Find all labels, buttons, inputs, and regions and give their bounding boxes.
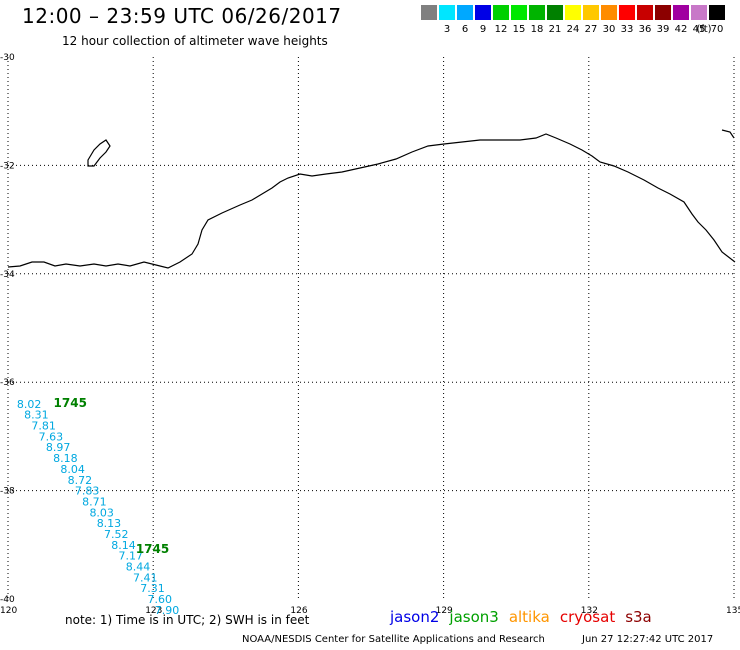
map-subtitle: 12 hour collection of altimeter wave hei… <box>62 34 328 48</box>
map-title: 12:00 – 23:59 UTC 06/26/2017 <box>22 4 342 28</box>
swh-value: 8.71 <box>82 495 107 508</box>
swh-value: 8.18 <box>53 452 78 465</box>
scale-unit-label: (ft) <box>696 24 712 35</box>
scale-swatch <box>619 5 635 20</box>
swh-value: 7.81 <box>31 420 56 433</box>
kangaroo-island <box>87 139 111 167</box>
scale-label: 18 <box>530 24 544 35</box>
swh-value: 8.03 <box>89 506 114 519</box>
lat-tick-label: -30 <box>0 53 15 63</box>
scale-swatch <box>475 5 491 20</box>
scale-label: 45 <box>692 24 706 35</box>
swh-value: 8.44 <box>126 560 150 573</box>
scale-swatch <box>439 5 455 20</box>
scale-swatch <box>583 5 599 20</box>
swh-value: 7.60 <box>148 593 173 606</box>
scale-label: 6 <box>461 24 469 35</box>
scale-label: 21 <box>548 24 562 35</box>
lat-tick-label: -32 <box>0 161 15 171</box>
scale-label: 12 <box>494 24 508 35</box>
scale-swatch <box>421 5 437 20</box>
swh-value: 7.83 <box>75 485 100 498</box>
generation-timestamp: Jun 27 12:27:42 UTC 2017 <box>582 634 714 645</box>
lat-tick-label: -40 <box>0 595 15 605</box>
scale-label: 27 <box>584 24 598 35</box>
satellite-legend: jason2 jason3 altika cryosat s3a <box>390 608 662 626</box>
scale-label: 3 <box>443 24 451 35</box>
satellite-jason2: jason2 <box>390 608 440 626</box>
scale-label: 33 <box>620 24 634 35</box>
scale-label: 24 <box>566 24 580 35</box>
scale-swatch <box>565 5 581 20</box>
swh-value: 8.02 <box>17 398 42 411</box>
swh-value: 7.41 <box>133 571 158 584</box>
scale-swatch <box>655 5 671 20</box>
satellite-jason3: jason3 <box>449 608 499 626</box>
lat-tick-label: -38 <box>0 487 15 497</box>
scale-label: 70 <box>710 24 724 35</box>
credit-line: NOAA/NESDIS Center for Satellite Applica… <box>242 634 545 645</box>
satellite-s3a: s3a <box>625 608 652 626</box>
pass-time-label: 1745 <box>136 542 169 556</box>
lat-tick-label: -34 <box>0 270 15 280</box>
swh-value: 7.17 <box>118 550 143 563</box>
swh-value: 8.72 <box>68 474 93 487</box>
observation-track: 8.028.317.817.638.978.188.048.727.838.71… <box>17 396 179 617</box>
swh-value: 8.14 <box>111 539 136 552</box>
scale-swatch <box>691 5 707 20</box>
scale-swatch <box>511 5 527 20</box>
swh-value: 8.13 <box>97 517 122 530</box>
scale-label: 9 <box>479 24 487 35</box>
scale-swatch <box>529 5 545 20</box>
swh-value: 7.31 <box>140 582 165 595</box>
scale-label: 36 <box>638 24 652 35</box>
scale-swatch <box>709 5 725 20</box>
scale-swatch <box>637 5 653 20</box>
swh-value: 7.63 <box>39 430 64 443</box>
scale-swatch <box>547 5 563 20</box>
scale-swatch <box>493 5 509 20</box>
scale-swatch <box>601 5 617 20</box>
lat-lon-grid: 120 123 126 129 132 135 -30 -32 -34 -36 -38 -40 <box>0 53 740 616</box>
scale-swatch <box>457 5 473 20</box>
scale-label: 15 <box>512 24 526 35</box>
scale-swatch <box>673 5 689 20</box>
lon-tick-label: 120 <box>0 606 17 616</box>
swh-value: 8.31 <box>24 409 48 422</box>
lon-tick-label: 123 <box>145 606 162 616</box>
scale-label: 30 <box>602 24 616 35</box>
swh-value: 7.90 <box>155 604 180 617</box>
scale-label: 42 <box>674 24 688 35</box>
scale-label: 39 <box>656 24 670 35</box>
lon-tick-label: 135 <box>726 606 740 616</box>
australian-coastline <box>7 133 736 269</box>
swh-value: 8.97 <box>46 441 71 454</box>
lon-tick-label: 126 <box>290 606 307 616</box>
swh-value: 7.52 <box>104 528 128 541</box>
satellite-cryosat: cryosat <box>559 608 616 626</box>
satellite-altika: altika <box>508 608 550 626</box>
swh-value: 8.04 <box>60 463 85 476</box>
footer-note: note: 1) Time is in UTC; 2) SWH is in fe… <box>65 613 310 627</box>
lon-tick-label: 132 <box>581 606 598 616</box>
pass-time-label: 1745 <box>54 396 87 410</box>
lon-tick-label: 129 <box>436 606 453 616</box>
lat-tick-label: -36 <box>0 378 15 388</box>
tasmania-edge <box>721 129 735 139</box>
